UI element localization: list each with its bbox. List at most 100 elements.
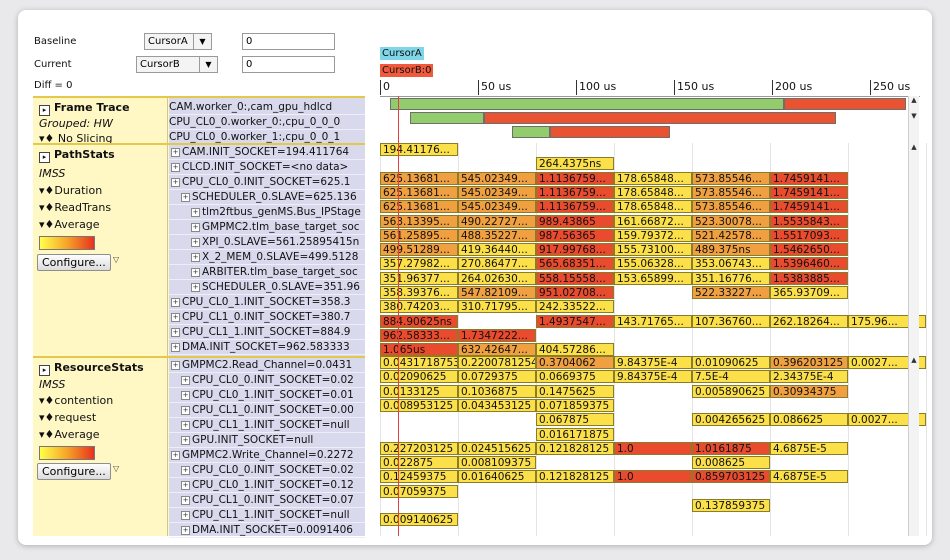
stat-cell[interactable]: 0.2200781254 bbox=[458, 356, 536, 369]
tree-row[interactable]: + tlm2ftbus_genMS.Bus_IPStage bbox=[169, 205, 365, 220]
stat-cell[interactable]: 7.5E-4 bbox=[692, 370, 770, 384]
stat-cell[interactable]: 0.005890625 bbox=[692, 384, 770, 398]
tree-row[interactable]: + CPU_CL0_1.INIT_SOCKET=0.12 bbox=[169, 478, 365, 493]
stat-cell[interactable]: 262.18264... bbox=[770, 314, 848, 328]
stat-cell[interactable]: 625.13681... bbox=[380, 185, 458, 199]
stat-cell[interactable]: 1.5535843... bbox=[770, 214, 848, 228]
stat-cell[interactable]: 561.25895... bbox=[380, 228, 458, 242]
trace-bar[interactable] bbox=[512, 126, 550, 138]
tree-row[interactable]: + DMA.INIT_SOCKET=0.0091406 bbox=[169, 523, 365, 538]
stat-cell[interactable]: 153.65899... bbox=[614, 271, 692, 285]
stat-cell[interactable]: 521.42578... bbox=[692, 228, 770, 242]
stat-cell[interactable]: 1.7347222... bbox=[458, 328, 536, 342]
tree-row[interactable]: + CPU_CL0_0.INIT_SOCKET=0.02 bbox=[169, 463, 365, 478]
baseline-cursor-select[interactable]: CursorA ▼ bbox=[144, 33, 212, 50]
stat-cell[interactable]: 264.4375ns bbox=[536, 157, 614, 171]
stat-cell[interactable]: 1.0161875 bbox=[692, 441, 770, 455]
stat-cell[interactable]: 1.5383885... bbox=[770, 271, 848, 285]
pathstats-scrollbar[interactable]: ▲ bbox=[908, 143, 919, 356]
pathstats-option-readtrans[interactable]: ▾♦ReadTrans bbox=[39, 201, 112, 214]
slicing-option[interactable]: ▾♦ No Slicing bbox=[39, 132, 113, 145]
trace-bar[interactable] bbox=[390, 98, 784, 110]
stat-cell[interactable]: 357.27982... bbox=[380, 257, 458, 271]
tree-row[interactable]: + XPI_0.SLAVE=561.25895415n bbox=[169, 235, 365, 250]
baseline-offset-input[interactable]: 0 bbox=[242, 33, 335, 50]
pathstats-option-average[interactable]: ▾♦Average bbox=[39, 218, 100, 231]
stat-cell[interactable]: 951.02708... bbox=[536, 286, 614, 299]
trace-row[interactable]: CAM.worker_0:,cam_gpu_hdlcd bbox=[169, 100, 365, 115]
stat-cell[interactable]: 178.65848... bbox=[614, 200, 692, 214]
stat-cell[interactable]: 310.71795... bbox=[458, 300, 536, 314]
stat-cell[interactable]: 161.66872... bbox=[614, 214, 692, 228]
resourcestats-option-request[interactable]: ▾♦request bbox=[39, 411, 97, 424]
stat-cell[interactable]: 194.41176... bbox=[380, 143, 458, 156]
stat-cell[interactable]: 0.0027... bbox=[848, 356, 926, 369]
stat-cell[interactable]: 351.16776... bbox=[692, 271, 770, 285]
tree-row[interactable]: + CPU_CL1_0.INIT_SOCKET=380.7 bbox=[169, 310, 365, 325]
stat-cell[interactable]: 143.71765... bbox=[614, 314, 692, 328]
stat-cell[interactable]: 0.008953125 bbox=[380, 398, 458, 412]
expand-icon[interactable]: + bbox=[191, 208, 200, 217]
stat-cell[interactable]: 0.008625 bbox=[692, 456, 770, 470]
stat-cell[interactable]: 4.6875E-5 bbox=[770, 470, 848, 484]
stat-cell[interactable]: 0.008109375 bbox=[458, 456, 536, 470]
stat-cell[interactable]: 0.396203125 bbox=[770, 356, 848, 369]
stat-cell[interactable]: 490.22727... bbox=[458, 214, 536, 228]
pathstats-option-duration[interactable]: ▾♦Duration bbox=[39, 184, 103, 197]
expand-icon[interactable]: + bbox=[191, 268, 200, 277]
stat-cell[interactable]: 0.01640625 bbox=[458, 470, 536, 484]
stat-cell[interactable]: 0.024515625 bbox=[458, 441, 536, 455]
stat-cell[interactable]: 489.375ns bbox=[692, 243, 770, 257]
stat-cell[interactable]: 573.85546... bbox=[692, 200, 770, 214]
expand-icon[interactable]: + bbox=[171, 163, 180, 172]
stat-cell[interactable]: 0.043453125 bbox=[458, 398, 536, 412]
stat-cell[interactable]: 0.121828125 bbox=[536, 470, 614, 484]
stat-cell[interactable]: 625.13681... bbox=[380, 171, 458, 185]
expand-icon[interactable]: + bbox=[181, 376, 190, 385]
expand-icon[interactable]: + bbox=[181, 406, 190, 415]
configure-button[interactable]: Configure... bbox=[37, 463, 111, 480]
tree-row[interactable]: + ARBITER.tlm_base_target_soc bbox=[169, 265, 365, 280]
stat-cell[interactable]: 178.65848... bbox=[614, 171, 692, 185]
stat-cell[interactable]: 625.13681... bbox=[380, 200, 458, 214]
stat-cell[interactable]: 1.1136759... bbox=[536, 185, 614, 199]
tree-row[interactable]: + CPU_CL1_1.INIT_SOCKET=884.9 bbox=[169, 325, 365, 340]
stat-cell[interactable]: 0.067875 bbox=[536, 413, 614, 427]
expand-icon[interactable]: + bbox=[191, 238, 200, 247]
pathstats-header[interactable]: ▸ PathStats bbox=[39, 148, 115, 163]
stat-cell[interactable]: 404.57286... bbox=[536, 343, 614, 357]
stat-cell[interactable]: 545.02349... bbox=[458, 185, 536, 199]
stat-cell[interactable]: 488.35227... bbox=[458, 228, 536, 242]
tree-row[interactable]: + X_2_MEM_0.SLAVE=499.5128 bbox=[169, 250, 365, 265]
stat-cell[interactable]: 155.73100... bbox=[614, 243, 692, 257]
stat-cell[interactable]: 270.86477... bbox=[458, 257, 536, 271]
stat-cell[interactable]: 0.07059375 bbox=[380, 484, 458, 498]
stat-cell[interactable]: 632.42647... bbox=[458, 343, 536, 357]
stat-cell[interactable]: 522.33227... bbox=[692, 286, 770, 299]
trace-bar[interactable] bbox=[550, 126, 670, 138]
stat-cell[interactable]: 0.071859375 bbox=[536, 398, 614, 412]
stat-cell[interactable]: 545.02349... bbox=[458, 171, 536, 185]
stat-cell[interactable]: 0.009140625 bbox=[380, 513, 458, 527]
tree-row[interactable]: + GMPMC2.Write_Channel=0.2272 bbox=[169, 448, 365, 463]
tree-row[interactable]: + SCHEDULER_0.SLAVE=625.136 bbox=[169, 190, 365, 205]
stat-cell[interactable]: 989.43865 bbox=[536, 214, 614, 228]
stat-cell[interactable]: 1.1136759... bbox=[536, 171, 614, 185]
stat-cell[interactable]: 0.137859375 bbox=[692, 499, 770, 512]
expand-icon[interactable]: + bbox=[181, 511, 190, 520]
stat-cell[interactable]: 0.004265625 bbox=[692, 413, 770, 427]
stat-cell[interactable]: 9.84375E-4 bbox=[614, 370, 692, 384]
stat-cell[interactable]: 573.85546... bbox=[692, 171, 770, 185]
expand-icon[interactable]: + bbox=[181, 391, 190, 400]
stat-cell[interactable]: 962.58333... bbox=[380, 328, 458, 342]
stat-cell[interactable]: 0.859703125 bbox=[692, 470, 770, 484]
resourcestats-option-average[interactable]: ▾♦Average bbox=[39, 428, 100, 441]
expand-icon[interactable]: + bbox=[171, 313, 180, 322]
tree-row[interactable]: + CPU_CL1_1.INIT_SOCKET=null bbox=[169, 508, 365, 523]
tree-row[interactable]: + GPU.INIT_SOCKET=null bbox=[169, 433, 365, 448]
stat-cell[interactable]: 0.086625 bbox=[770, 413, 848, 427]
stat-cell[interactable]: 573.85546... bbox=[692, 185, 770, 199]
stat-cell[interactable]: 0.227203125 bbox=[380, 441, 458, 455]
stat-cell[interactable]: 0.01090625 bbox=[692, 356, 770, 369]
cursor-a-tag[interactable]: CursorA bbox=[380, 47, 424, 60]
